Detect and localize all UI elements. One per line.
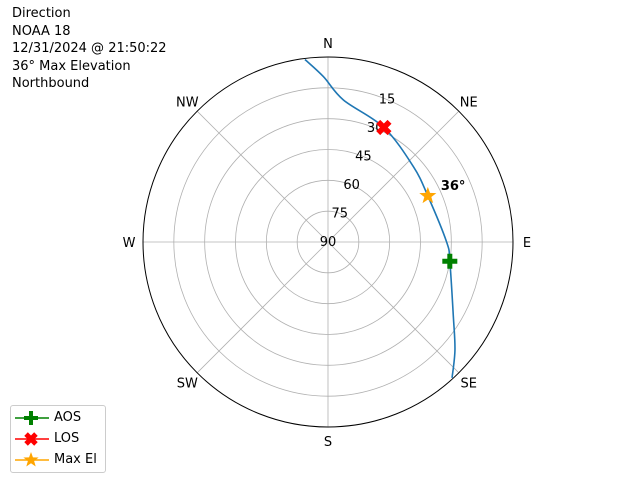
title-line-satellite: NOAA 18 — [12, 23, 71, 39]
marker-max-el — [419, 186, 437, 204]
direction-label-sw: SW — [177, 377, 198, 392]
legend-entry-max-el: Max El — [11, 450, 105, 470]
marker-los — [376, 119, 392, 136]
grid-spoke — [327, 110, 460, 243]
grid-spoke — [196, 110, 329, 243]
marker-aos — [442, 253, 458, 269]
title-line-direction: Northbound — [12, 76, 90, 91]
direction-label-w: W — [123, 236, 136, 251]
radial-tick-label: 60 — [343, 178, 360, 193]
legend: AOS LOS Max El — [10, 405, 106, 473]
direction-label-ne: NE — [460, 95, 478, 110]
direction-label-e: E — [523, 236, 531, 251]
direction-label-n: N — [323, 37, 333, 52]
grid-spoke — [327, 241, 460, 374]
direction-label-se: SE — [460, 377, 476, 392]
legend-entry-los: LOS — [11, 429, 105, 449]
direction-label-s: S — [324, 435, 332, 450]
radial-tick-label: 15 — [379, 93, 396, 108]
title-line-label: Direction — [12, 6, 71, 21]
grid-spoke — [196, 241, 329, 374]
title-line-max-elevation: 36° Max Elevation — [12, 58, 131, 74]
radial-tick-label: 45 — [355, 150, 372, 165]
radial-tick-label: 90 — [320, 235, 337, 250]
legend-entry-aos: AOS — [11, 408, 105, 428]
radial-tick-label: 75 — [332, 207, 349, 222]
legend-label: LOS — [54, 431, 80, 446]
direction-label-nw: NW — [176, 95, 199, 110]
legend-label: AOS — [54, 410, 82, 425]
polar-frame — [142, 56, 514, 428]
max-elevation-annotation: 36° — [441, 179, 466, 194]
chart-title: Direction NOAA 18 12/31/2024 @ 21:50:22 … — [12, 5, 167, 93]
title-line-datetime: 12/31/2024 @ 21:50:22 — [12, 41, 167, 56]
legend-label: Max El — [54, 452, 97, 467]
